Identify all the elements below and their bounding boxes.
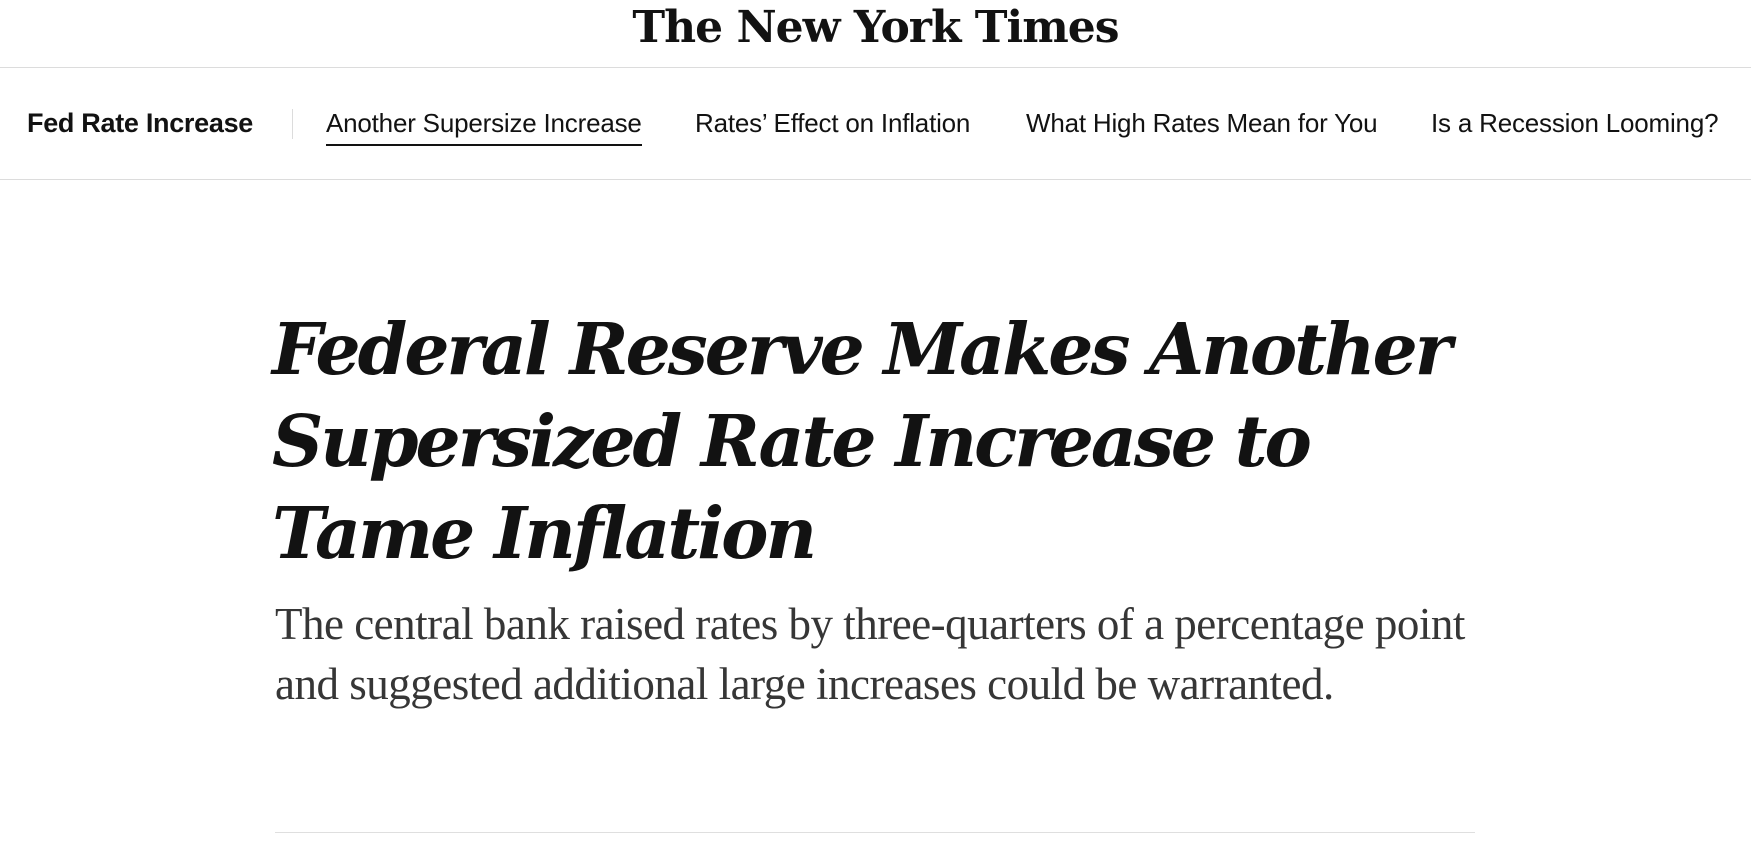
subnav-divider [292, 109, 293, 139]
subnav-link-what-high-rates-mean[interactable]: What High Rates Mean for You [1026, 108, 1378, 138]
subnav-link-another-supersize-increase[interactable]: Another Supersize Increase [326, 108, 642, 146]
masthead: The New York Times [0, 0, 1751, 68]
subnav-section-title[interactable]: Fed Rate Increase [27, 108, 254, 138]
article-summary: The central bank raised rates by three-q… [275, 599, 1465, 709]
subnav-link-rates-effect-on-inflation[interactable]: Rates’ Effect on Inflation [695, 108, 971, 138]
subnav-link-recession-looming[interactable]: Is a Recession Looming? [1431, 108, 1719, 138]
header-divider [275, 832, 1475, 833]
nyt-logo[interactable]: The New York Times [632, 2, 1119, 53]
story-subnav: Fed Rate Increase Another Supersize Incr… [0, 68, 1751, 180]
article-headline: Federal Reserve Makes Another Supersized… [272, 307, 1452, 575]
